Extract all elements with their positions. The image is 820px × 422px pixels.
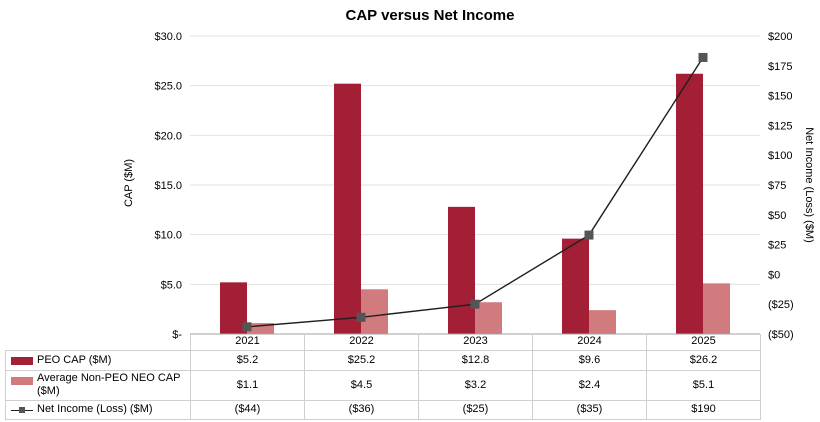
left-tick-label: $30.0	[154, 31, 182, 43]
legend-label-average-neo-cap: Average Non-PEO NEO CAP ($M)	[37, 372, 181, 397]
right-axis-ticks: $200 $175 $150 $125 $100 $75 $50 $25 $0 ($25) ($50…	[768, 31, 794, 341]
bar-peo-cap-m-2025	[676, 73, 703, 334]
value-cell: $2.4	[532, 369, 647, 401]
value-cell: $1.1	[190, 369, 305, 401]
year-header-cell: 2021	[190, 334, 305, 351]
left-axis-ticks: $30.0$25.0$20.0$15.0$10.0$5.0$-	[154, 31, 182, 341]
right-tick-label: $200	[768, 31, 792, 43]
data-table: 2021 2022 2023 2024 2025 PEO CAP ($M) $5…	[5, 334, 761, 420]
left-tick-label: $20.0	[154, 130, 182, 142]
right-tick-label: $50	[768, 210, 786, 222]
right-tick-label: $75	[768, 180, 786, 192]
value-cell: $3.2	[418, 369, 533, 401]
bar-peo-cap-m-2024	[562, 238, 589, 334]
right-tick-label: $150	[768, 91, 792, 103]
value-cell: $12.8	[418, 349, 533, 371]
value-cell: ($35)	[532, 399, 647, 420]
bar-average-non-peo-neo-cap-m-2022	[361, 289, 388, 334]
legend-label-net-income: Net Income (Loss) ($M)	[37, 403, 153, 415]
legend-swatch-peo-cap	[11, 356, 33, 365]
year-header-cell: 2024	[532, 334, 647, 351]
table-row-peo-cap: PEO CAP ($M) $5.2 $25.2 $12.8 $9.6 $26.2	[5, 349, 761, 371]
left-tick-label: $10.0	[154, 230, 182, 242]
bar-peo-cap-m-2022	[334, 83, 361, 335]
value-cell: $4.5	[304, 369, 419, 401]
table-row-net-income: Net Income (Loss) ($M) ($44) ($36) ($25)…	[5, 399, 761, 420]
value-cell: ($36)	[304, 399, 419, 420]
right-tick-label: $175	[768, 61, 792, 73]
net-income-series	[242, 52, 708, 332]
right-tick-label: $0	[768, 269, 780, 281]
right-tick-label: $125	[768, 120, 792, 132]
value-cell: $5.1	[646, 369, 761, 401]
bar-peo-cap-m-2023	[448, 206, 475, 334]
value-cell: ($44)	[190, 399, 305, 420]
value-cell: $26.2	[646, 349, 761, 371]
value-cell: $5.2	[190, 349, 305, 371]
legend-swatch-net-income	[11, 405, 33, 415]
value-cell: ($25)	[418, 399, 533, 420]
right-tick-label: ($25)	[768, 299, 794, 311]
bar-average-non-peo-neo-cap-m-2021	[247, 323, 274, 334]
net-income-marker-2022	[356, 312, 366, 322]
value-cell: $9.6	[532, 349, 647, 371]
legend-cell-net-income: Net Income (Loss) ($M)	[5, 399, 191, 420]
chart-title: CAP versus Net Income	[346, 7, 515, 24]
bars	[220, 73, 730, 335]
right-axis-title: Net Income (Loss) ($M)	[803, 127, 815, 243]
net-income-marker-2021	[242, 322, 252, 332]
net-income-marker-2024	[584, 230, 594, 240]
table-corner-cell	[5, 334, 191, 351]
bar-average-non-peo-neo-cap-m-2024	[589, 310, 616, 334]
net-income-marker-2025	[698, 52, 708, 62]
right-tick-label: ($50)	[768, 329, 794, 341]
net-income-marker-2023	[470, 299, 480, 309]
left-axis-title: CAP ($M)	[123, 159, 135, 207]
left-tick-label: $5.0	[161, 279, 182, 291]
bar-average-non-peo-neo-cap-m-2025	[703, 283, 730, 334]
table-header-row: 2021 2022 2023 2024 2025	[5, 334, 761, 351]
table-row-average-neo-cap: Average Non-PEO NEO CAP ($M) $1.1 $4.5 $…	[5, 369, 761, 401]
year-header-cell: 2022	[304, 334, 419, 351]
legend-label-peo-cap: PEO CAP ($M)	[37, 353, 112, 366]
left-tick-label: $25.0	[154, 81, 182, 93]
legend-cell-peo-cap: PEO CAP ($M)	[5, 349, 191, 371]
value-cell: $25.2	[304, 349, 419, 371]
legend-marker	[19, 406, 25, 413]
left-tick-label: $15.0	[154, 180, 182, 192]
value-cell: $190	[646, 399, 761, 420]
year-header-cell: 2025	[646, 334, 761, 351]
right-tick-label: $100	[768, 150, 792, 162]
legend-cell-average-neo-cap: Average Non-PEO NEO CAP ($M)	[5, 369, 191, 401]
legend-swatch-average-neo-cap	[11, 376, 33, 385]
right-tick-label: $25	[768, 240, 786, 252]
year-header-cell: 2023	[418, 334, 533, 351]
